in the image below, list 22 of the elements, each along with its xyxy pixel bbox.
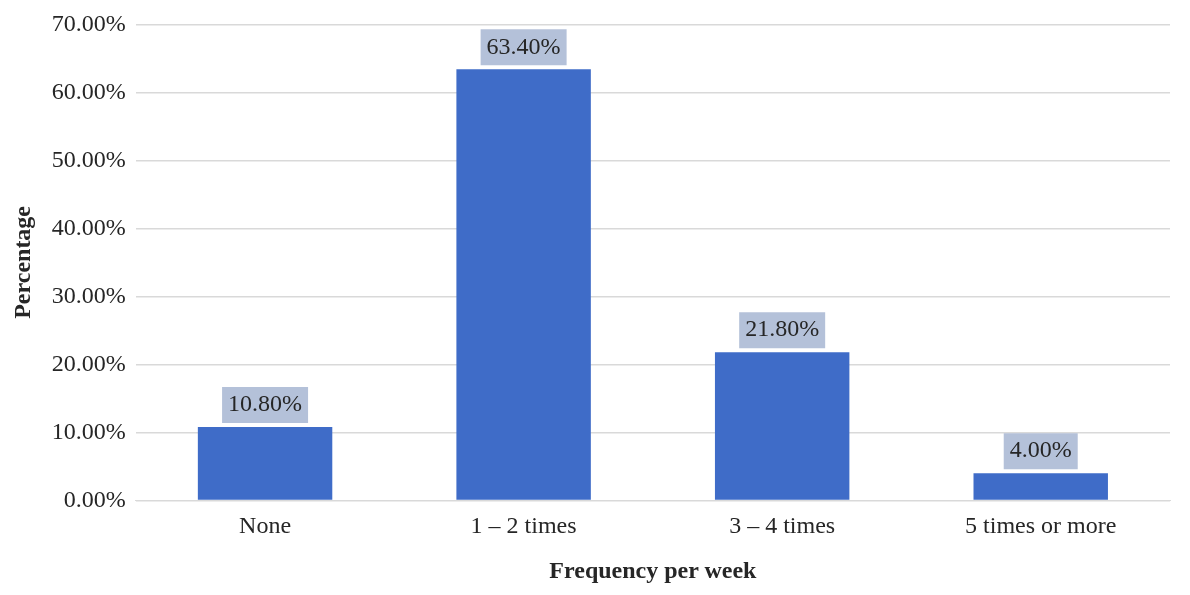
data-label: 21.80% bbox=[745, 315, 820, 342]
data-label: 10.80% bbox=[228, 390, 303, 417]
y-tick-label: 40.00% bbox=[51, 213, 126, 240]
x-tick-label: 1 – 2 times bbox=[470, 512, 577, 539]
x-axis-title: Frequency per week bbox=[549, 556, 758, 583]
x-tick-label: 5 times or more bbox=[965, 512, 1117, 539]
y-tick-label: 0.00% bbox=[63, 485, 126, 512]
x-tick-label: 3 – 4 times bbox=[729, 512, 836, 539]
y-tick-label: 60.00% bbox=[51, 77, 126, 104]
data-label: 4.00% bbox=[1009, 436, 1072, 463]
y-tick-label: 30.00% bbox=[51, 281, 126, 308]
y-tick-label: 10.00% bbox=[51, 417, 126, 444]
x-tick-label: None bbox=[239, 512, 292, 539]
y-tick-label: 70.00% bbox=[51, 9, 126, 36]
bar bbox=[197, 426, 333, 500]
y-axis-title: Percentage bbox=[8, 205, 35, 319]
y-tick-label: 50.00% bbox=[51, 145, 126, 172]
bar bbox=[973, 473, 1108, 500]
y-tick-label: 20.00% bbox=[51, 349, 126, 376]
data-label: 63.40% bbox=[486, 32, 561, 59]
bar bbox=[456, 69, 591, 500]
bar bbox=[714, 352, 850, 500]
